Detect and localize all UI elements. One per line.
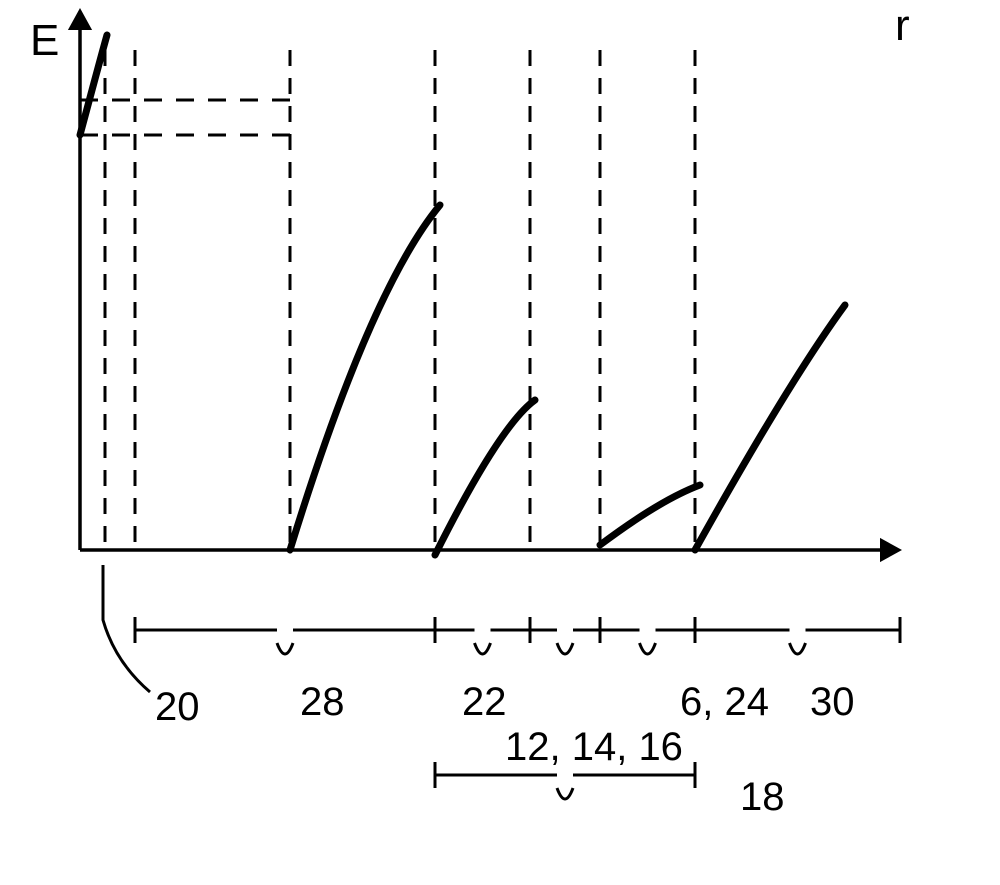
label-r28: 28 xyxy=(300,680,345,724)
label-r624: 6, 24 xyxy=(680,680,769,724)
curve-c1 xyxy=(80,35,107,135)
label-r16: 12, 14, 16 xyxy=(505,725,683,769)
label-18: 18 xyxy=(740,775,785,819)
curve-c4 xyxy=(600,485,700,545)
figure-canvas: r E 28 2212, 14, 166, 24 30 18 20 xyxy=(0,0,1000,885)
y-axis-label: E xyxy=(30,16,59,65)
label-r22: 22 xyxy=(462,680,507,724)
x-axis-arrow xyxy=(880,538,902,562)
bracket-r28 xyxy=(135,617,435,654)
label-r30: 30 xyxy=(810,680,855,724)
curve-c2 xyxy=(290,205,440,550)
curve-c3 xyxy=(435,400,535,555)
curve-c5 xyxy=(695,305,845,550)
bracket-r624 xyxy=(600,617,695,654)
bracket-r22 xyxy=(435,617,530,654)
label-20: 20 xyxy=(155,685,200,729)
y-axis-arrow xyxy=(68,8,92,30)
bracket-r16 xyxy=(530,617,600,654)
diagram-svg: r E 28 2212, 14, 166, 24 30 18 20 xyxy=(0,0,1000,885)
x-axis-label: r xyxy=(895,1,910,50)
bracket-r30 xyxy=(695,617,900,654)
